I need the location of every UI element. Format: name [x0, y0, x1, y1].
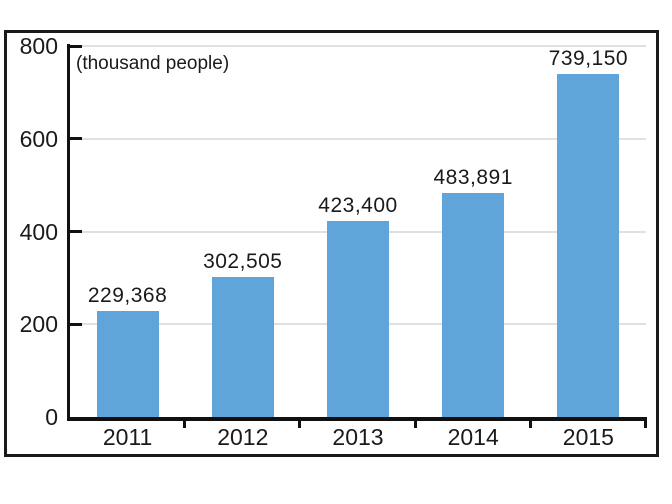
y-tick-label-400: 400 [19, 218, 58, 245]
x-axis-line [67, 417, 647, 421]
bar-value-label-2012: 302,505 [203, 249, 283, 273]
y-axis-tick-600 [67, 137, 82, 141]
x-axis-tick-4 [528, 418, 532, 428]
bar-2013 [327, 220, 389, 417]
y-axis-tick-400 [67, 230, 82, 233]
y-tick-label-600: 600 [19, 125, 58, 152]
x-tick-label-2013: 2013 [332, 424, 384, 450]
y-axis-tick-800 [67, 44, 82, 48]
bar-2011 [96, 310, 159, 417]
y-tick-label-200: 200 [19, 311, 58, 338]
x-axis-tick-3 [413, 418, 417, 428]
x-axis-tick-2 [298, 418, 302, 428]
y-tick-label-800: 800 [19, 33, 58, 59]
gridline-600 [82, 137, 646, 140]
bar-2014 [442, 192, 505, 417]
y-tick-label-0: 0 [45, 404, 58, 430]
x-tick-label-2012: 2012 [217, 424, 269, 450]
y-axis-tick-200 [67, 322, 82, 326]
x-tick-label-2011: 2011 [102, 424, 153, 450]
gridline-800 [82, 45, 646, 47]
x-tick-label-2015: 2015 [562, 424, 614, 450]
y-axis-unit-label: (thousand people) [76, 53, 230, 74]
bar-2012 [211, 276, 274, 417]
bar-value-label-2011: 229,368 [87, 283, 168, 307]
x-axis-tick-5 [644, 418, 647, 428]
bar-value-label-2014: 483,891 [433, 165, 513, 189]
x-tick-label-2014: 2014 [447, 424, 499, 450]
bar-value-label-2013: 423,400 [318, 193, 398, 217]
x-axis-tick-1 [183, 418, 187, 428]
bar-value-label-2015: 739,150 [548, 47, 629, 71]
bar-2015 [557, 74, 620, 417]
